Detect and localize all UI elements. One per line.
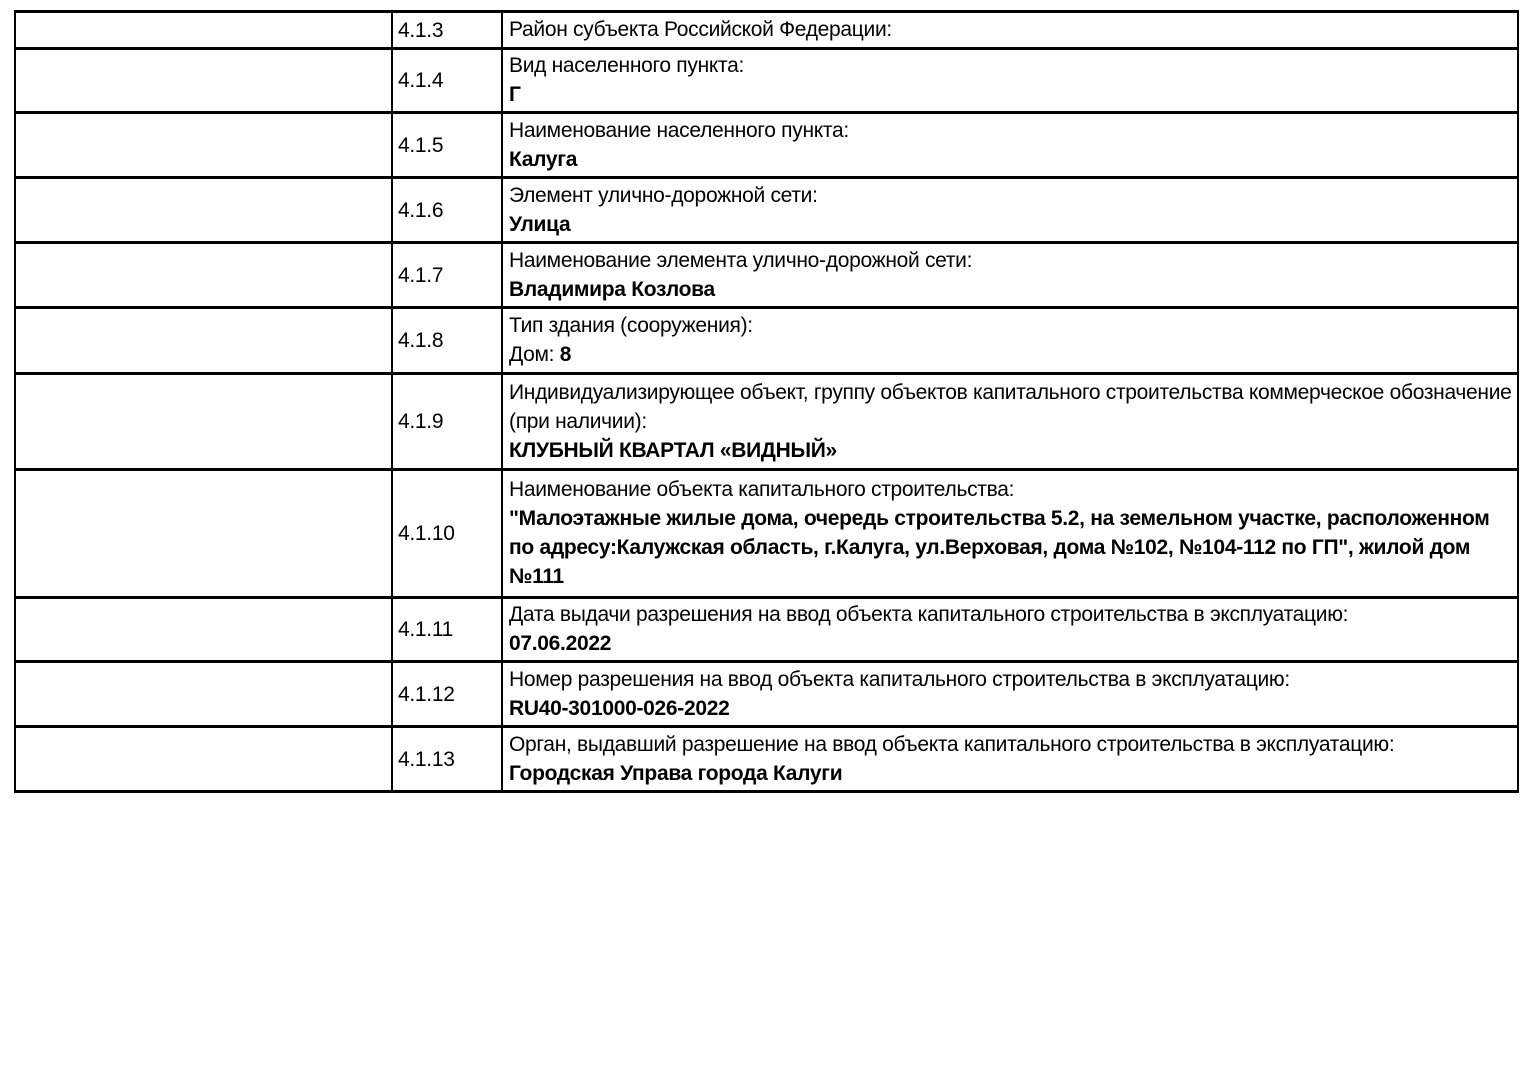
- declaration-table: 4.1.3 Район субъекта Российской Федераци…: [14, 10, 1519, 793]
- field-value-bold: "Малоэтажные жилые дома, очередь строите…: [509, 507, 1490, 588]
- empty-cell: [14, 725, 393, 793]
- field-label: Дата выдачи разрешения на ввод объекта к…: [509, 603, 1349, 626]
- row-content-cell: Элемент улично-дорожной сети: Улица: [501, 176, 1519, 244]
- field-label: Номер разрешения на ввод объекта капитал…: [509, 667, 1290, 691]
- table-row: 4.1.5 Наименование населенного пункта: К…: [14, 111, 1519, 179]
- empty-cell: [14, 468, 393, 599]
- empty-cell: [14, 10, 393, 50]
- table-row: 4.1.8 Тип здания (сооружения): Дом: 8: [14, 306, 1519, 375]
- field-value: КЛУБНЫЙ КВАРТАЛ «ВИДНЫЙ»: [509, 436, 1515, 465]
- field-value-bold: Г: [509, 83, 521, 106]
- row-content-cell: Наименование населенного пункта: Калуга: [501, 111, 1519, 179]
- table-row: 4.1.13 Орган, выдавший разрешение на вво…: [14, 725, 1519, 793]
- field-label: Наименование элемента улично-дорожной се…: [509, 248, 973, 272]
- row-number: 4.1.12: [391, 660, 503, 728]
- field-value: Владимира Козлова: [509, 275, 1515, 304]
- row-content-cell: Тип здания (сооружения): Дом: 8: [501, 306, 1519, 375]
- field-label: Район субъекта Российской Федерации:: [509, 18, 892, 41]
- table-row: 4.1.12 Номер разрешения на ввод объекта …: [14, 660, 1519, 728]
- row-content-cell: Вид населенного пункта: Г: [501, 47, 1519, 114]
- table-row: 4.1.6 Элемент улично-дорожной сети: Улиц…: [14, 176, 1519, 244]
- row-number: 4.1.13: [391, 725, 503, 793]
- field-value-bold: Улица: [509, 212, 571, 236]
- empty-cell: [14, 176, 393, 244]
- empty-cell: [14, 306, 393, 375]
- field-label: Тип здания (сооружения):: [509, 314, 753, 337]
- field-value-bold: 8: [559, 343, 572, 366]
- table-row: 4.1.9 Индивидуализирующее объект, группу…: [14, 372, 1519, 471]
- empty-cell: [14, 111, 393, 179]
- row-number: 4.1.3: [391, 10, 503, 50]
- row-content-cell: Наименование объекта капитального строит…: [501, 468, 1519, 599]
- field-value: RU40-301000-026-2022: [509, 694, 1515, 723]
- field-value: "Малоэтажные жилые дома, очередь строите…: [509, 504, 1515, 591]
- empty-cell: [14, 372, 393, 471]
- field-value: Дом: 8: [509, 340, 1515, 369]
- row-content-cell: Индивидуализирующее объект, группу объек…: [501, 372, 1519, 471]
- field-value-bold: 07.06.2022: [509, 632, 612, 655]
- field-value-bold: КЛУБНЫЙ КВАРТАЛ «ВИДНЫЙ»: [509, 438, 837, 462]
- empty-cell: [14, 47, 393, 114]
- table-row: 4.1.11 Дата выдачи разрешения на ввод об…: [14, 596, 1519, 663]
- empty-cell: [14, 241, 393, 309]
- empty-cell: [14, 660, 393, 728]
- row-number: 4.1.9: [391, 372, 503, 471]
- row-number: 4.1.10: [391, 468, 503, 599]
- row-content-cell: Наименование элемента улично-дорожной се…: [501, 241, 1519, 309]
- row-content-cell: Орган, выдавший разрешение на ввод объек…: [501, 725, 1519, 793]
- field-label: Индивидуализирующее объект, группу объек…: [509, 380, 1512, 433]
- field-value-prefix: Дом:: [509, 343, 560, 366]
- field-value-bold: Городская Управа города Калуги: [509, 761, 843, 785]
- field-label: Вид населенного пункта:: [509, 54, 744, 77]
- field-value: Калуга: [509, 145, 1515, 174]
- field-value: Городская Управа города Калуги: [509, 759, 1515, 788]
- row-number: 4.1.6: [391, 176, 503, 244]
- field-label: Наименование населенного пункта:: [509, 118, 849, 142]
- row-number: 4.1.4: [391, 47, 503, 114]
- table-row: 4.1.4 Вид населенного пункта: Г: [14, 47, 1519, 114]
- row-number: 4.1.5: [391, 111, 503, 179]
- empty-cell: [14, 596, 393, 663]
- table-row: 4.1.3 Район субъекта Российской Федераци…: [14, 10, 1519, 50]
- field-value-bold: Калуга: [509, 147, 578, 171]
- row-number: 4.1.8: [391, 306, 503, 375]
- field-value: 07.06.2022: [509, 629, 1515, 658]
- row-content-cell: Район субъекта Российской Федерации:: [501, 10, 1519, 50]
- table-row: 4.1.7 Наименование элемента улично-дорож…: [14, 241, 1519, 309]
- row-number: 4.1.11: [391, 596, 503, 663]
- row-content-cell: Номер разрешения на ввод объекта капитал…: [501, 660, 1519, 728]
- field-value-bold: Владимира Козлова: [509, 277, 715, 301]
- field-value-bold: RU40-301000-026-2022: [509, 696, 730, 720]
- field-value: Улица: [509, 210, 1515, 239]
- field-value: Г: [509, 80, 1515, 109]
- row-content-cell: Дата выдачи разрешения на ввод объекта к…: [501, 596, 1519, 663]
- table-row: 4.1.10 Наименование объекта капитального…: [14, 468, 1519, 599]
- declaration-table-body: 4.1.3 Район субъекта Российской Федераци…: [14, 10, 1519, 793]
- field-label: Наименование объекта капитального строит…: [509, 478, 1015, 501]
- row-number: 4.1.7: [391, 241, 503, 309]
- field-label: Орган, выдавший разрешение на ввод объек…: [509, 732, 1395, 756]
- field-label: Элемент улично-дорожной сети:: [509, 183, 818, 207]
